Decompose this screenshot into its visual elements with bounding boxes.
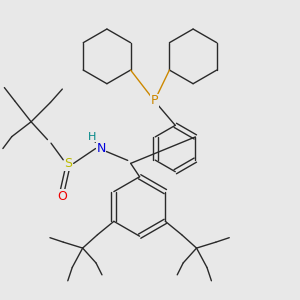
Text: P: P — [151, 94, 158, 107]
Text: H: H — [88, 132, 96, 142]
Text: N: N — [96, 142, 106, 155]
Text: S: S — [64, 157, 72, 170]
Text: O: O — [57, 190, 67, 202]
